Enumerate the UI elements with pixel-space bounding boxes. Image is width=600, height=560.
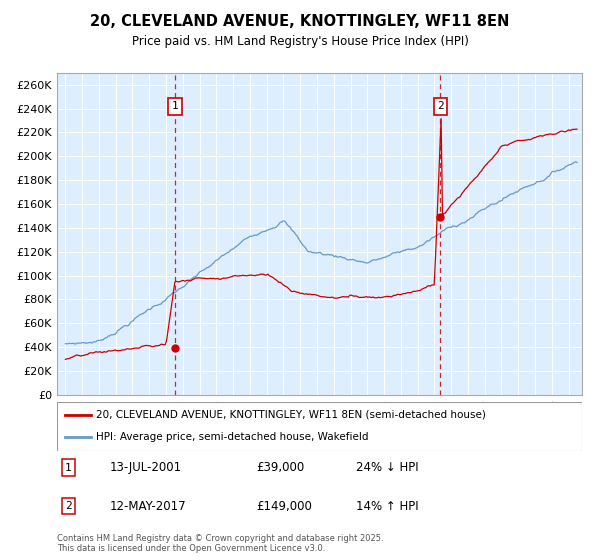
- Text: 1: 1: [172, 101, 178, 111]
- Text: 12-MAY-2017: 12-MAY-2017: [110, 500, 186, 512]
- Text: £149,000: £149,000: [257, 500, 313, 512]
- Text: 20, CLEVELAND AVENUE, KNOTTINGLEY, WF11 8EN (semi-detached house): 20, CLEVELAND AVENUE, KNOTTINGLEY, WF11 …: [97, 410, 486, 420]
- Text: 13-JUL-2001: 13-JUL-2001: [110, 461, 182, 474]
- Text: 2: 2: [437, 101, 444, 111]
- Text: HPI: Average price, semi-detached house, Wakefield: HPI: Average price, semi-detached house,…: [97, 432, 369, 442]
- FancyBboxPatch shape: [57, 402, 582, 451]
- Text: 14% ↑ HPI: 14% ↑ HPI: [356, 500, 419, 512]
- Text: Contains HM Land Registry data © Crown copyright and database right 2025.
This d: Contains HM Land Registry data © Crown c…: [57, 534, 383, 553]
- Text: £39,000: £39,000: [257, 461, 305, 474]
- Text: 20, CLEVELAND AVENUE, KNOTTINGLEY, WF11 8EN: 20, CLEVELAND AVENUE, KNOTTINGLEY, WF11 …: [91, 14, 509, 29]
- Text: 2: 2: [65, 501, 72, 511]
- Text: 24% ↓ HPI: 24% ↓ HPI: [356, 461, 419, 474]
- Text: 1: 1: [65, 463, 72, 473]
- Text: Price paid vs. HM Land Registry's House Price Index (HPI): Price paid vs. HM Land Registry's House …: [131, 35, 469, 48]
